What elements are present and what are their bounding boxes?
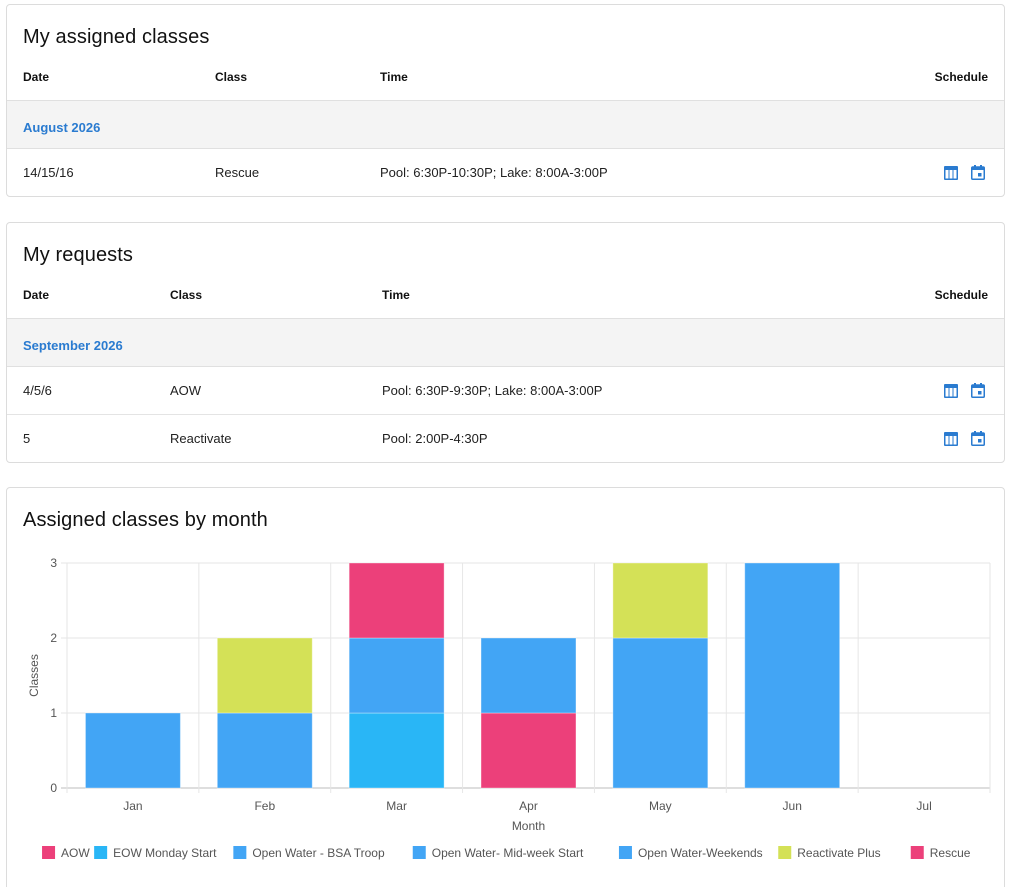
chart-title: Assigned classes by month (23, 509, 268, 531)
calendar-icon[interactable] (971, 431, 985, 446)
x-tick-label: Jul (916, 799, 931, 813)
legend-swatch (42, 846, 56, 859)
row-date: 4/5/6 (23, 383, 52, 398)
legend-label: Open Water- Mid-week Start (432, 846, 584, 860)
chart-card: Assigned classes by month 0 1 2 3 Jan Feb Mar A… (6, 487, 1005, 887)
y-tick-label: 2 (50, 631, 57, 645)
bar-segment (348, 712, 445, 789)
table-row[interactable]: 4/5/6 AOW Pool: 6:30P-9:30P; Lake: 8:00A… (7, 367, 1004, 415)
requests-title: My requests (23, 244, 134, 266)
column-schedule: Schedule (934, 70, 988, 84)
month-group-header: September 2026 (7, 318, 1004, 367)
row-date: 5 (23, 431, 31, 446)
table-view-icon[interactable] (944, 166, 958, 180)
legend-label: AOW (61, 846, 90, 860)
x-tick-label: Jun (783, 799, 802, 813)
legend-label: Open Water - BSA Troop (252, 846, 385, 860)
legend-label: Open Water-Weekends (638, 846, 763, 860)
y-tick-label: 3 (50, 556, 57, 570)
y-tick-label: 0 (50, 781, 57, 795)
legend-swatch (94, 846, 108, 859)
table-row[interactable]: 5 Reactivate Pool: 2:00P-4:30P (7, 415, 1004, 463)
y-tick-label: 1 (50, 706, 57, 720)
column-time: Time (382, 288, 410, 302)
legend-swatch (618, 846, 632, 859)
bar-segment (612, 562, 709, 639)
requests-card: My requests Date Class Time Schedule Sep… (6, 222, 1005, 463)
x-tick-label: Mar (386, 799, 407, 813)
bar-segment (84, 712, 181, 789)
column-date: Date (23, 70, 50, 84)
row-date: 14/15/16 (23, 165, 74, 180)
column-date: Date (23, 288, 50, 302)
column-class: Class (170, 288, 203, 302)
calendar-icon[interactable] (971, 165, 985, 180)
bar-segment (612, 637, 709, 789)
y-axis-title: Classes (27, 654, 41, 697)
table-row[interactable]: 14/15/16 Rescue Pool: 6:30P-10:30P; Lake… (7, 165, 1004, 185)
x-tick-label: May (649, 799, 672, 813)
month-group-label: August 2026 (23, 120, 101, 135)
row-time: Pool: 6:30P-9:30P; Lake: 8:00A-3:00P (382, 383, 603, 398)
table-view-icon[interactable] (944, 384, 958, 398)
bar-segment (480, 712, 577, 789)
assigned-classes-title: My assigned classes (23, 26, 210, 48)
legend-label: EOW Monday Start (113, 846, 217, 860)
row-time: Pool: 2:00P-4:30P (382, 431, 488, 446)
column-schedule: Schedule (934, 288, 988, 302)
x-tick-label: Jan (123, 799, 142, 813)
bar-segment (216, 637, 313, 714)
x-axis-title: Month (512, 819, 545, 833)
legend-swatch (910, 846, 924, 859)
bar-segment (348, 637, 445, 714)
bar-segment (348, 562, 445, 639)
row-time: Pool: 6:30P-10:30P; Lake: 8:00A-3:00P (380, 165, 608, 180)
row-class: AOW (170, 383, 202, 398)
legend-swatch (233, 846, 247, 859)
row-class: Rescue (215, 165, 260, 180)
x-tick-label: Feb (254, 799, 275, 813)
legend-swatch (412, 846, 426, 859)
bar-segment (480, 637, 577, 714)
row-class: Reactivate (170, 431, 232, 446)
bar-segment (216, 712, 313, 789)
legend-label: Rescue (930, 846, 971, 860)
assigned-classes-card: My assigned classes Date Class Time Sche… (6, 4, 1005, 197)
month-group-header: August 2026 (7, 100, 1004, 149)
column-class: Class (215, 70, 248, 84)
month-group-label: September 2026 (23, 338, 123, 353)
column-time: Time (380, 70, 408, 84)
legend-label: Reactivate Plus (797, 846, 880, 860)
calendar-icon[interactable] (971, 383, 985, 398)
table-view-icon[interactable] (944, 432, 958, 446)
legend-swatch (778, 846, 792, 859)
bar-segment (744, 562, 841, 789)
x-tick-label: Apr (519, 799, 538, 813)
assigned-classes-chart: 0 1 2 3 Jan Feb Mar Apr May Jun Jul Month Classes AOW… (27, 556, 991, 860)
